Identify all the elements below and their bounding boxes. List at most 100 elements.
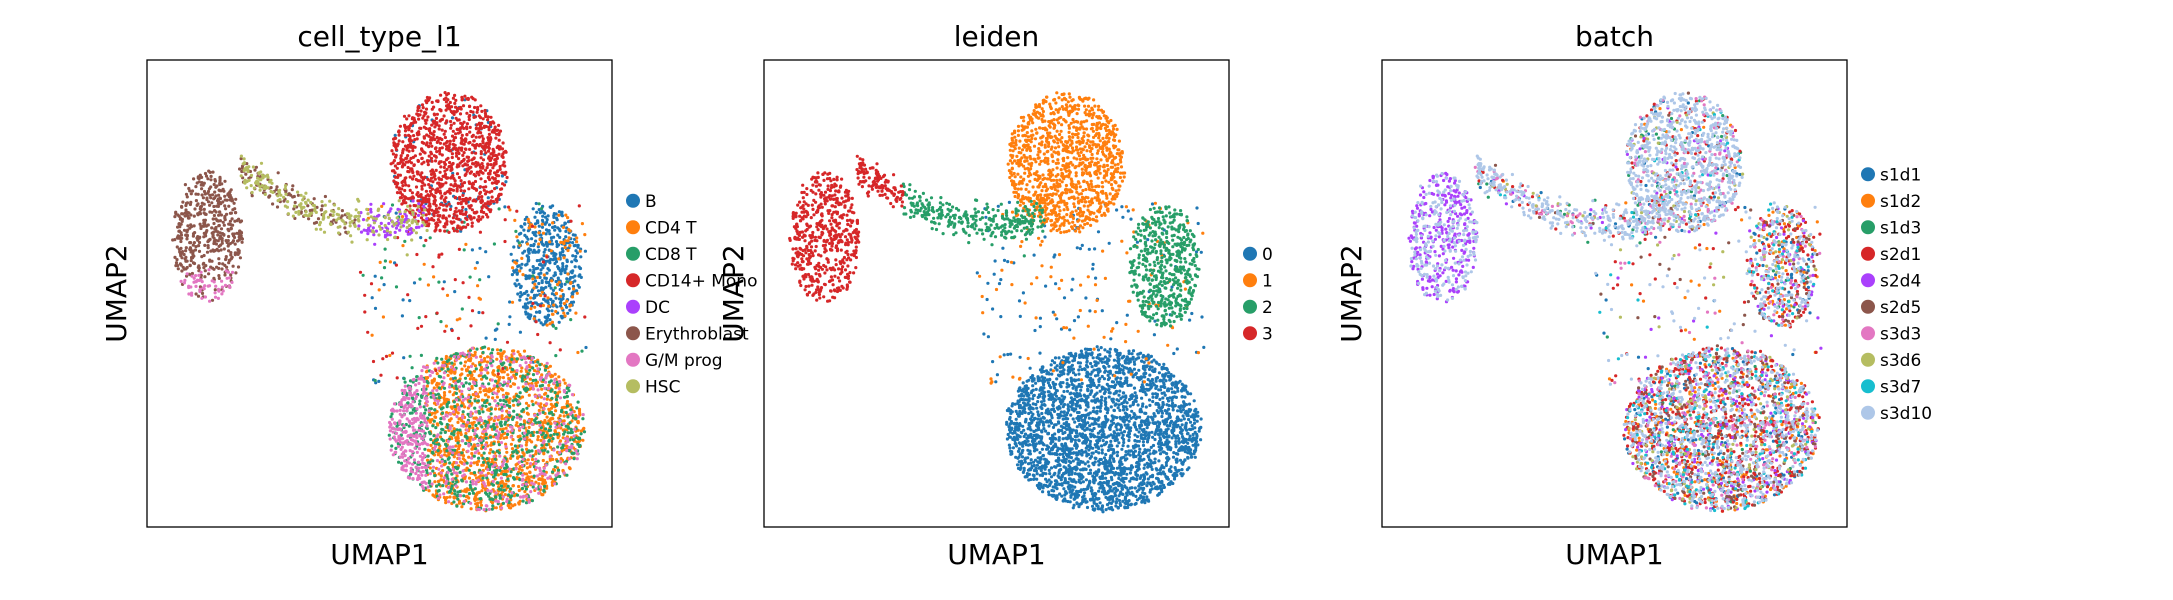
data-point	[557, 227, 561, 231]
data-point	[412, 163, 416, 167]
data-point	[409, 142, 413, 146]
data-point	[543, 448, 547, 452]
data-point	[520, 366, 524, 370]
data-point	[422, 204, 426, 208]
data-point	[439, 202, 443, 206]
data-point	[545, 415, 549, 419]
data-point	[460, 125, 464, 129]
data-point	[470, 208, 474, 212]
data-point	[217, 276, 221, 280]
data-point	[581, 413, 585, 417]
data-point	[487, 418, 491, 422]
data-point	[424, 403, 428, 407]
data-point	[432, 419, 436, 423]
data-point	[227, 222, 231, 226]
data-point	[530, 304, 534, 308]
data-point	[463, 173, 467, 177]
data-point	[449, 365, 453, 369]
data-point	[416, 109, 420, 113]
data-point	[373, 306, 378, 310]
data-point	[539, 271, 543, 275]
data-point	[482, 188, 486, 192]
data-point	[573, 427, 577, 431]
data-point	[574, 254, 578, 259]
data-point	[442, 391, 447, 395]
data-point	[362, 228, 366, 232]
data-point	[553, 228, 557, 232]
data-point	[462, 494, 466, 498]
data-point	[200, 291, 205, 295]
data-point	[439, 471, 443, 475]
data-point	[369, 207, 373, 211]
data-point	[204, 264, 208, 268]
data-point	[543, 222, 547, 226]
data-point	[440, 367, 444, 371]
data-point	[493, 337, 497, 341]
data-point	[320, 204, 324, 208]
data-point	[448, 412, 452, 416]
data-point	[566, 248, 570, 253]
data-point	[455, 471, 459, 475]
data-point	[486, 176, 490, 180]
data-point	[489, 389, 493, 393]
data-point	[543, 478, 547, 482]
data-point	[449, 204, 453, 208]
data-point	[512, 270, 517, 274]
data-point	[511, 476, 516, 480]
data-point	[447, 165, 451, 169]
data-point	[526, 293, 530, 297]
data-point	[479, 200, 483, 205]
data-point	[520, 379, 524, 383]
data-point	[403, 178, 407, 182]
data-point	[455, 229, 459, 233]
data-point	[436, 489, 440, 493]
data-point	[422, 160, 426, 164]
data-point	[567, 445, 571, 450]
data-point	[451, 188, 456, 192]
data-point	[455, 474, 459, 478]
data-point	[576, 245, 580, 249]
data-point	[554, 240, 559, 244]
data-point	[502, 482, 506, 486]
data-point	[520, 486, 525, 491]
data-point	[532, 248, 536, 252]
data-point	[479, 131, 483, 135]
data-point	[441, 182, 445, 186]
data-point	[438, 170, 442, 174]
data-point	[452, 362, 456, 366]
data-point	[564, 235, 568, 239]
data-point	[434, 154, 438, 159]
data-point	[481, 375, 485, 379]
data-point	[501, 495, 505, 499]
data-point	[553, 271, 557, 275]
data-point	[384, 354, 389, 358]
data-point	[410, 129, 414, 133]
data-point	[534, 201, 538, 206]
data-point	[397, 402, 402, 407]
data-point	[525, 242, 530, 246]
data-point	[449, 119, 453, 124]
data-point	[492, 163, 496, 167]
data-point	[491, 450, 495, 454]
data-point	[425, 219, 429, 224]
data-point	[488, 158, 493, 162]
data-point	[491, 154, 495, 158]
data-point	[186, 224, 190, 228]
data-point	[476, 219, 481, 223]
data-point	[431, 465, 436, 469]
data-point	[426, 485, 430, 489]
data-point	[214, 242, 218, 246]
data-point	[477, 421, 481, 425]
data-point	[500, 469, 505, 473]
data-point	[507, 493, 511, 497]
data-point	[508, 360, 513, 364]
data-point	[561, 225, 566, 229]
data-point	[433, 474, 437, 478]
data-point	[535, 210, 539, 214]
data-point	[496, 128, 500, 132]
data-point	[468, 171, 472, 175]
data-point	[217, 223, 221, 228]
data-point	[437, 467, 441, 471]
data-point	[547, 438, 551, 442]
data-point	[439, 196, 443, 200]
